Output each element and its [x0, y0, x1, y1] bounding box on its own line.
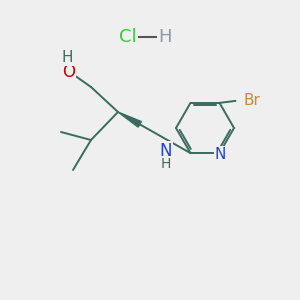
Polygon shape [118, 112, 141, 127]
Text: O: O [62, 63, 76, 81]
Text: Cl: Cl [119, 28, 137, 46]
Text: H: H [158, 28, 172, 46]
Text: H: H [160, 157, 171, 171]
Text: N: N [159, 142, 172, 160]
Text: N: N [215, 147, 226, 162]
Text: H: H [61, 50, 73, 65]
Text: Br: Br [243, 93, 260, 108]
